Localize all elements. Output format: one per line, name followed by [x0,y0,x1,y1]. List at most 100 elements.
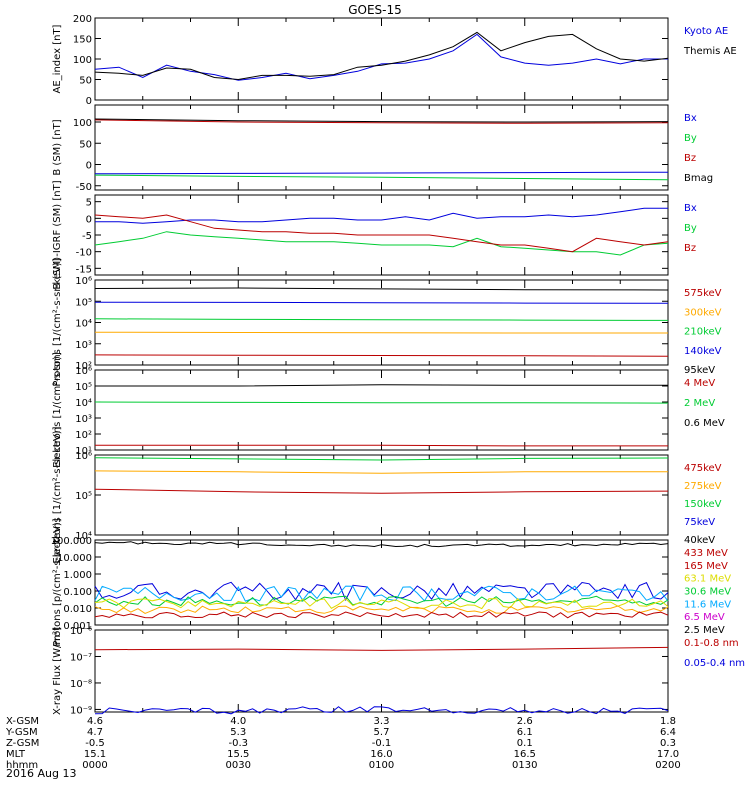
panel-8: 10⁻⁹ 10⁻⁸ 10⁻⁷ 10⁻⁶ X-ray Flux [W/m²] 0.1-0.8… [52,626,745,716]
panel-frame [94,629,669,713]
series-line [94,214,669,253]
series-line [94,401,669,404]
series-line [94,287,669,291]
ephemeris-value: 5.7 [374,727,390,738]
series-line [94,585,669,602]
y-tick-label: 10³ [75,414,92,425]
panel-6: 10⁴ 10⁵ 10⁶ Electrons [1/(cm²-s-sr-keV)] 475… [52,426,722,563]
y-tick-label: -10 [76,248,92,259]
y-tick-label: 10⁵ [75,297,92,308]
y-tick-label: 10⁴ [75,398,92,409]
ephemeris-value: 5.3 [230,727,246,738]
y-tick-label: -5 [82,231,92,242]
panel-frame [94,454,669,536]
series-line [94,33,668,81]
legend-entry: 0.05-0.4 nm [684,658,745,669]
ephemeris-value: 0.1 [517,738,533,749]
y-tick-label: 10⁴ [75,531,92,542]
series-line [94,174,669,181]
series-line [95,444,668,447]
legend-entry: 95keV [684,365,715,376]
date-label: 2016 Aug 13 [6,767,76,780]
series-line [94,646,669,651]
legend-entry: 275keV [684,481,722,492]
legend-entry: 75keV [684,517,715,528]
y-tick-label: 0.100 [63,587,92,598]
ephemeris-value: 4.7 [87,727,103,738]
ephemeris-value: 16.0 [370,749,392,760]
panel-4: 10² 10³ 10⁴ 10⁵ 10⁶ Protons [1/(cm²-s-sr-keV)… [52,258,722,386]
series-line [94,354,669,357]
y-axis-label: Protons [1/(cm²-s-sr-keV)] [52,258,63,386]
ephemeris-value: -0.3 [228,738,248,749]
ephemeris-value: -0.1 [372,738,392,749]
legend-entry: 575keV [684,288,722,299]
legend-entry: Bmag [684,173,713,184]
y-tick-label: 0 [86,161,92,172]
legend-entry: 2.5 MeV [684,625,725,636]
y-tick-label: 10⁻⁷ [70,652,92,663]
legend-entry: Bz [684,153,696,164]
y-tick-label: -50 [76,182,92,193]
ephemeris-label: Z-GSM [6,738,39,749]
series-line [95,384,668,387]
y-axis-label: X-ray Flux [W/m²] [52,627,63,715]
ephemeris-value: 0030 [226,760,251,771]
y-tick-label: -15 [76,264,92,275]
ephemeris-value: 1.8 [660,716,676,727]
legend-entry: Kyoto AE [684,26,728,37]
y-tick-label: 50 [79,139,92,150]
ephemeris-value: 16.5 [514,749,536,760]
series-line [94,706,669,715]
series-line [94,118,669,123]
ephemeris-value: 0.3 [660,738,676,749]
legend-entry: Bx [684,203,697,214]
y-axis-label: Protons [p/(cm²-s-sr-keV)] [52,518,63,646]
legend-entry: Bz [684,243,696,254]
y-axis-label: Electrons [1/(cm²-s-sr)] [52,352,63,468]
y-tick-label: 10⁶ [75,451,92,462]
panel-2: -50 0 50 100 B (SM) [nT] Bx By Bz Bmag [52,104,713,193]
ephemeris-value: 15.1 [84,749,106,760]
panel-frame [94,279,669,366]
series-line [94,581,669,602]
series-line [94,470,668,474]
series-line [94,611,669,619]
panel-1: 0 50 100 150 200 AE_index [nT] Kyoto AE Themis … [52,14,737,107]
series-line [94,597,669,610]
series-line [94,31,669,81]
y-tick-label: 10⁶ [75,366,92,377]
panel-7: 0.001 0.010 0.100 1.000 10.000 100.000Protons… [51,518,732,646]
y-tick-label: 0.001 [63,621,92,632]
ephemeris-label: X-GSM [6,716,39,727]
y-tick-label: 200 [73,14,92,25]
legend-entry: 63.1 MeV [684,574,731,585]
y-tick-label: 1.000 [63,570,92,581]
ephemeris-label: MLT [6,749,26,760]
ephemeris-value: 0130 [512,760,537,771]
ephemeris-value: 6.4 [660,727,676,738]
ephemeris-value: 2.6 [517,716,533,727]
ephemeris-value: 0100 [369,760,394,771]
ephemeris-value: -0.5 [85,738,105,749]
y-tick-label: 150 [73,35,92,46]
y-tick-label: 10⁻⁶ [70,626,92,637]
legend-entry: 4 MeV [684,378,715,389]
series-line [94,318,669,321]
legend-entry: 475keV [684,463,722,474]
y-axis-label: Electrons [1/(cm²-s-sr-keV)] [52,426,63,563]
panel-frame [94,369,669,451]
y-tick-label: 100 [73,55,92,66]
series-line [94,301,669,304]
series-line [94,119,669,124]
legend-entry: 6.5 MeV [684,612,725,623]
panel-frame [94,17,669,101]
y-tick-label: 10¹ [75,446,92,457]
legend-entry: 210keV [684,327,722,338]
legend-entry: 40keV [684,535,715,546]
y-tick-label: 10⁶ [75,276,92,287]
legend-entry: 0.6 MeV [684,418,725,429]
y-tick-label: 10² [75,430,92,441]
